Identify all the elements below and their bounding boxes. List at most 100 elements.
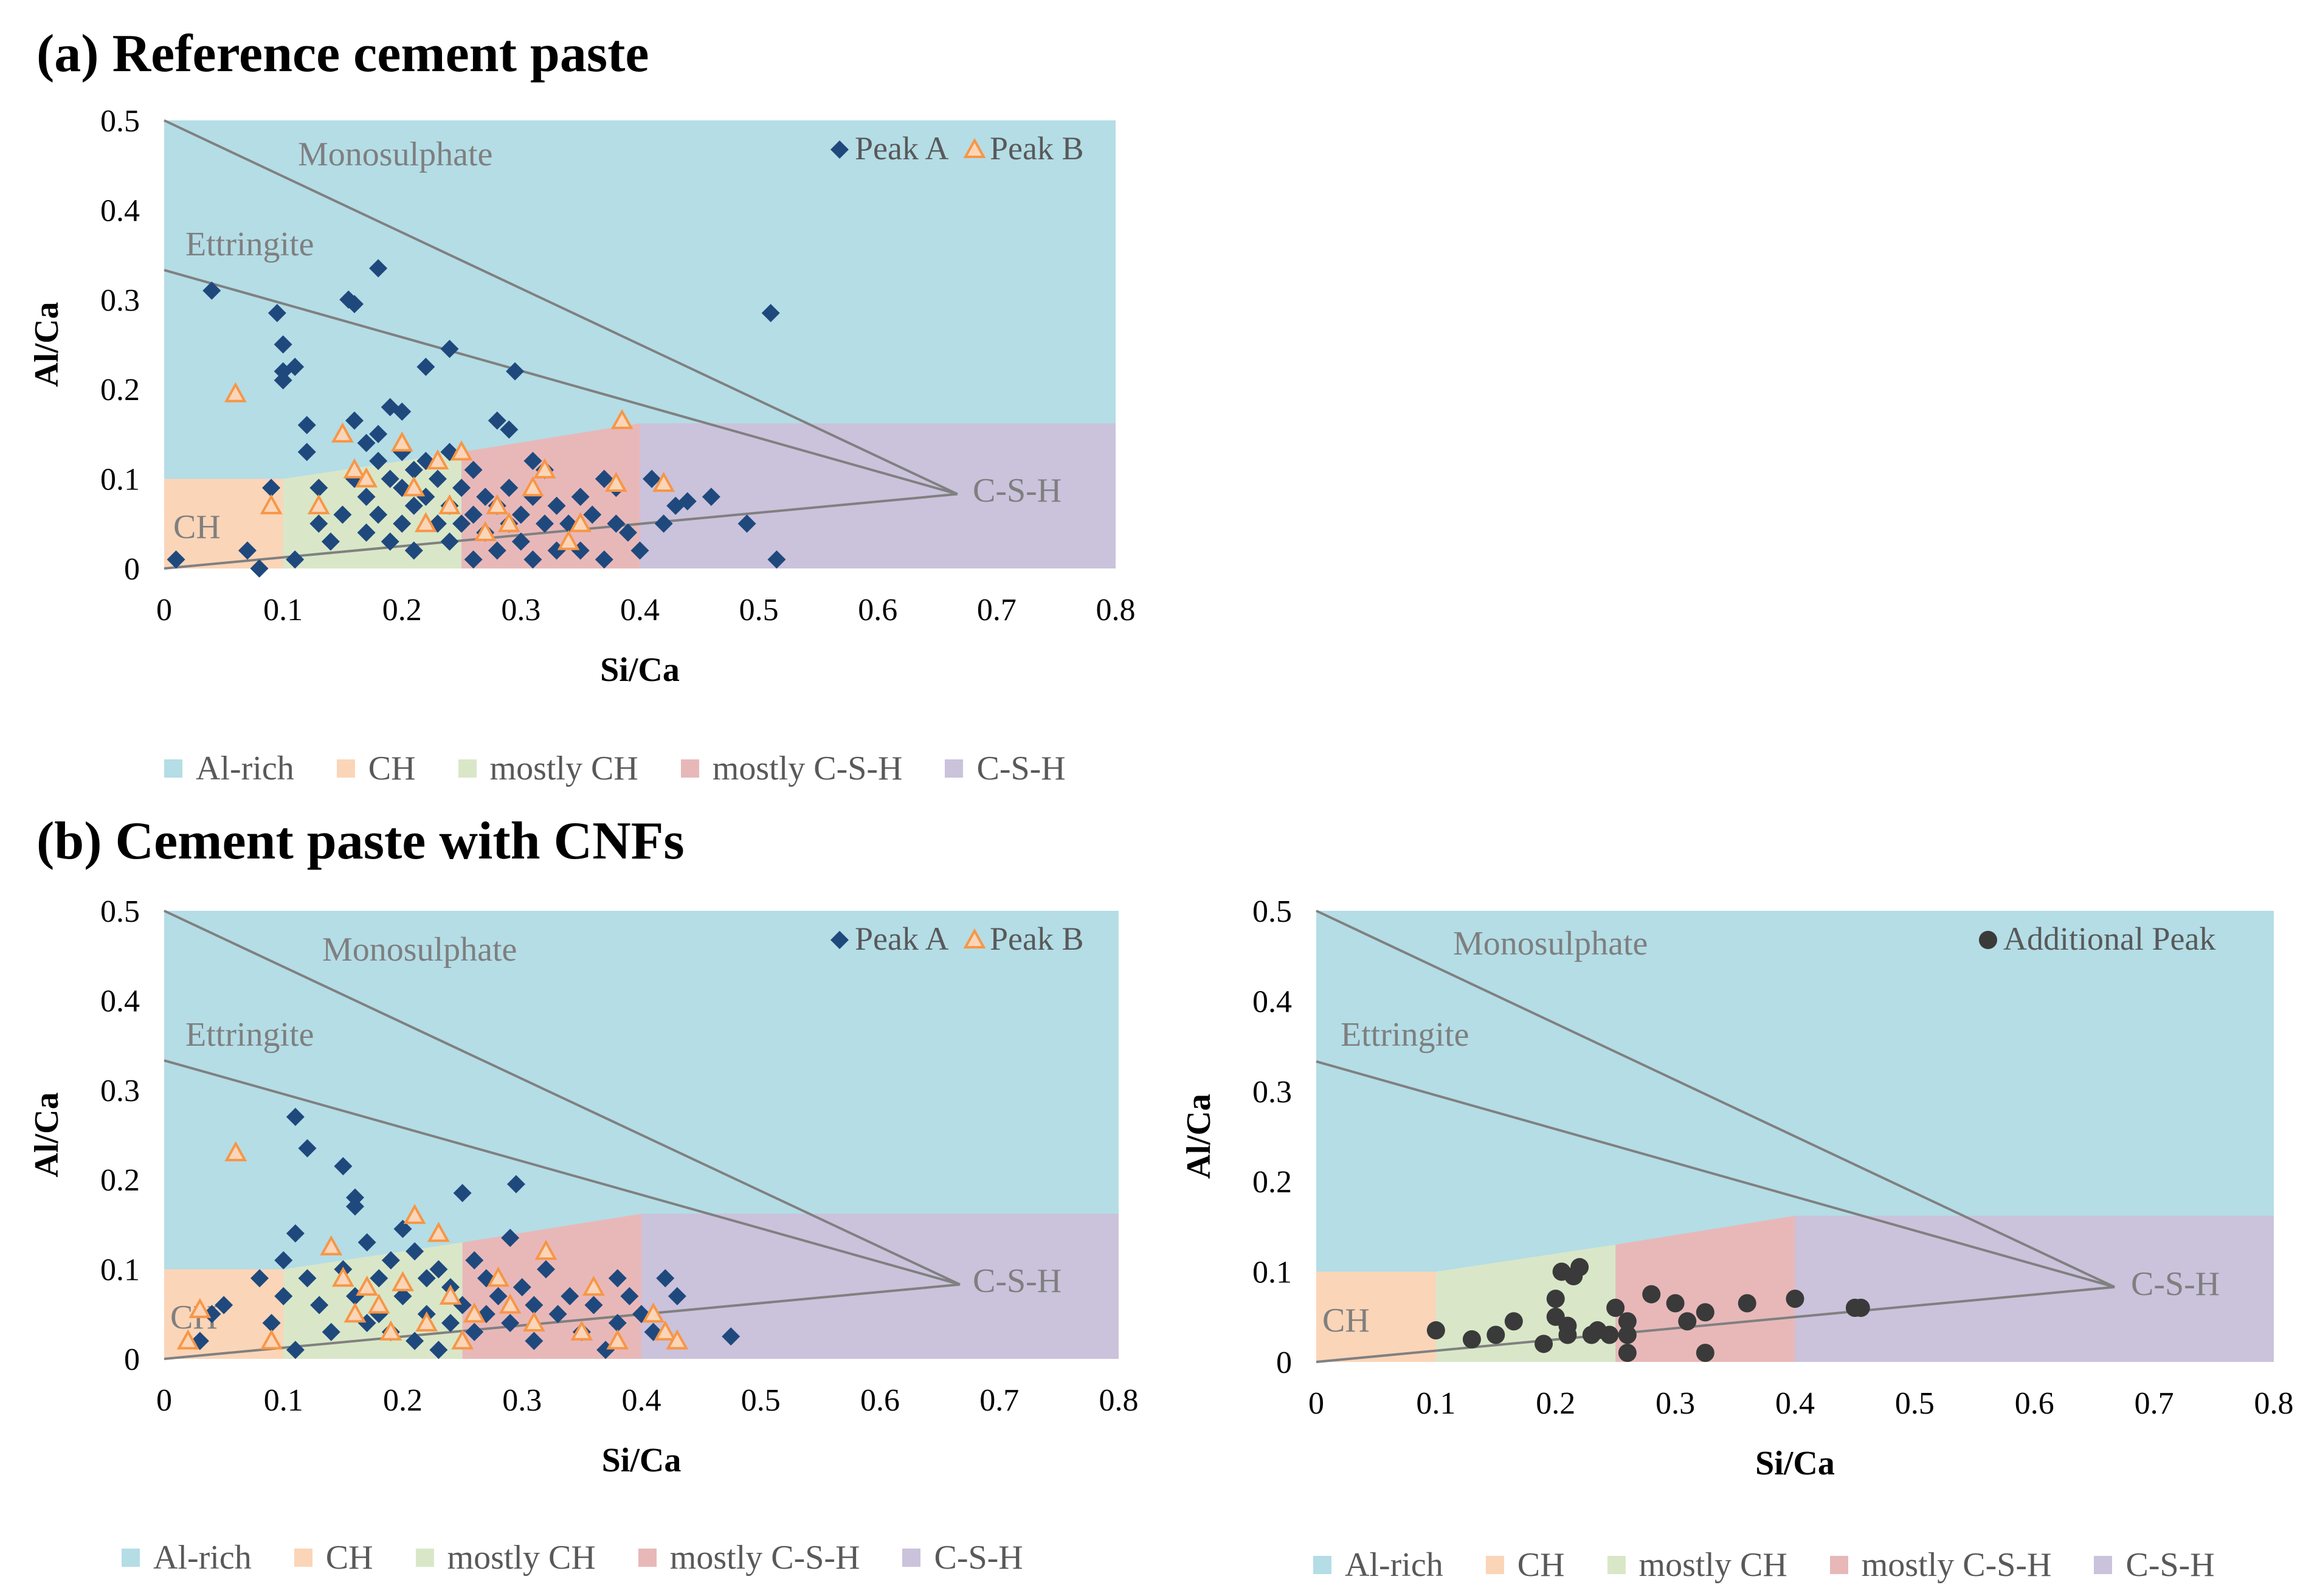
legend-swatch <box>336 759 355 778</box>
series-peak-b <box>224 382 675 550</box>
peak-a-point <box>548 1305 567 1324</box>
peak-b-point <box>331 1266 354 1287</box>
legend-label-peak-b: Peak B <box>990 130 1084 167</box>
legend-marker-peak-a <box>830 931 849 949</box>
x-tick-label: 0.5 <box>741 1383 781 1418</box>
peak-a-point <box>678 492 697 511</box>
peak-b-point <box>356 1275 379 1296</box>
peak-b-point <box>355 467 378 488</box>
peak-a-point <box>370 1269 388 1288</box>
peak-a-point <box>381 469 399 488</box>
additional-peak-point <box>1600 1325 1619 1344</box>
panel-b-title: (b) Cement paste with CNFs <box>36 812 685 871</box>
legend-swatch <box>415 1549 434 1567</box>
additional-peak-point <box>1606 1298 1625 1317</box>
x-tick-label: 0.2 <box>382 593 422 627</box>
x-tick-label: 0.8 <box>1099 1383 1139 1418</box>
peak-a-point <box>441 1314 460 1333</box>
peak-b-point <box>343 458 366 478</box>
peak-a-point <box>477 1269 495 1288</box>
legend-label-peak-a: Peak A <box>855 130 949 167</box>
additional-peak-point <box>1618 1344 1637 1363</box>
legend-label: Al-rich <box>196 750 294 787</box>
legend-swatch <box>1485 1556 1504 1574</box>
peak-a-point <box>250 559 269 578</box>
legend-label: mostly C-S-H <box>669 1539 860 1577</box>
x-axis-title: Si/Ca <box>600 651 680 689</box>
additional-peak-point <box>1696 1344 1714 1363</box>
csh-point-label: C-S-H <box>973 1262 1062 1300</box>
peak-a-point <box>262 1314 281 1333</box>
peak-b-point <box>224 1141 247 1161</box>
peak-b-point <box>666 1329 689 1350</box>
region-csh <box>1795 1215 2274 1362</box>
peak-a-point <box>215 1296 233 1314</box>
legend-swatch <box>945 759 964 778</box>
peak-a-point <box>489 1287 508 1305</box>
peak-a-point <box>440 532 459 551</box>
y-tick-label: 0.4 <box>1252 984 1292 1019</box>
peak-b-point <box>534 1240 558 1260</box>
peak-a-point <box>584 1296 603 1314</box>
y-tick-label: 0.2 <box>100 373 140 407</box>
peak-b-point <box>487 1266 509 1287</box>
peak-b-point <box>224 382 247 402</box>
peak-a-point <box>607 514 626 533</box>
legend-item-al-rich: Al-rich <box>122 1538 252 1577</box>
legend-label: C-S-H <box>934 1539 1023 1577</box>
peak-a-point <box>369 424 388 443</box>
peak-a-point <box>453 1184 472 1203</box>
x-tick-label: 0.4 <box>620 593 660 627</box>
peak-b-point <box>499 1293 522 1314</box>
x-axis-title: Si/Ca <box>1755 1445 1835 1482</box>
y-tick-label: 0.4 <box>100 984 140 1018</box>
legend-swatch <box>164 759 182 778</box>
x-tick-label: 0.1 <box>264 1383 303 1418</box>
x-tick-label: 0 <box>156 593 172 627</box>
ettringite-line <box>164 269 958 496</box>
peak-a-point <box>357 434 376 452</box>
peak-a-point <box>511 532 530 551</box>
peak-b-point <box>486 494 509 514</box>
peak-a-point <box>525 1332 544 1350</box>
legend-label: C-S-H <box>976 750 1066 787</box>
peak-b-point <box>497 512 520 533</box>
monosulphate-label: Monosulphate <box>1453 925 1648 962</box>
peak-a-point <box>761 303 780 322</box>
peak-a-point <box>618 523 637 542</box>
x-tick-label: 0.4 <box>1775 1386 1815 1421</box>
peak-a-point <box>537 1260 555 1279</box>
peak-a-point <box>464 460 483 479</box>
x-tick-label: 0.3 <box>501 593 540 627</box>
legend-item-al-rich: Al-rich <box>164 749 294 788</box>
peak-a-point <box>333 505 352 524</box>
peak-a-point <box>452 478 471 497</box>
peak-b-point <box>426 449 449 470</box>
peak-a-point <box>345 295 364 314</box>
peak-a-point <box>417 1269 436 1288</box>
peak-a-point <box>513 1278 531 1297</box>
legend-swatch <box>122 1549 140 1567</box>
y-tick-label: 0.1 <box>100 463 140 497</box>
legend-item-c-s-h: C-S-H <box>902 1538 1023 1577</box>
peak-a-point <box>654 514 673 533</box>
peak-a-point <box>668 1287 686 1305</box>
legend-marker-peak-a <box>830 140 849 159</box>
peak-a-point <box>501 1229 520 1248</box>
peak-a-point <box>452 514 471 533</box>
peak-a-point <box>286 550 305 569</box>
region-legend-b-left: Al-rich CH mostly CH mostly C-S-H C-S-H <box>122 1538 1066 1577</box>
x-tick-label: 0.7 <box>2135 1386 2174 1421</box>
legend-label: mostly C-S-H <box>1861 1546 2052 1584</box>
peak-b-point <box>403 1204 426 1225</box>
peak-b-point <box>427 1221 450 1242</box>
y-axis-title: Al/Ca <box>28 302 66 387</box>
peak-a-point <box>477 1305 495 1324</box>
region-legend-b-right: Al-rich CH mostly CH mostly C-S-H C-S-H <box>1313 1546 2257 1584</box>
peak-a-point <box>608 1314 627 1333</box>
legend-item-mostly-ch: mostly CH <box>458 749 638 788</box>
peak-a-point <box>404 460 423 479</box>
peak-b-point <box>188 1297 212 1318</box>
region-mostly-csh <box>461 423 640 568</box>
x-tick-label: 0 <box>156 1383 172 1418</box>
